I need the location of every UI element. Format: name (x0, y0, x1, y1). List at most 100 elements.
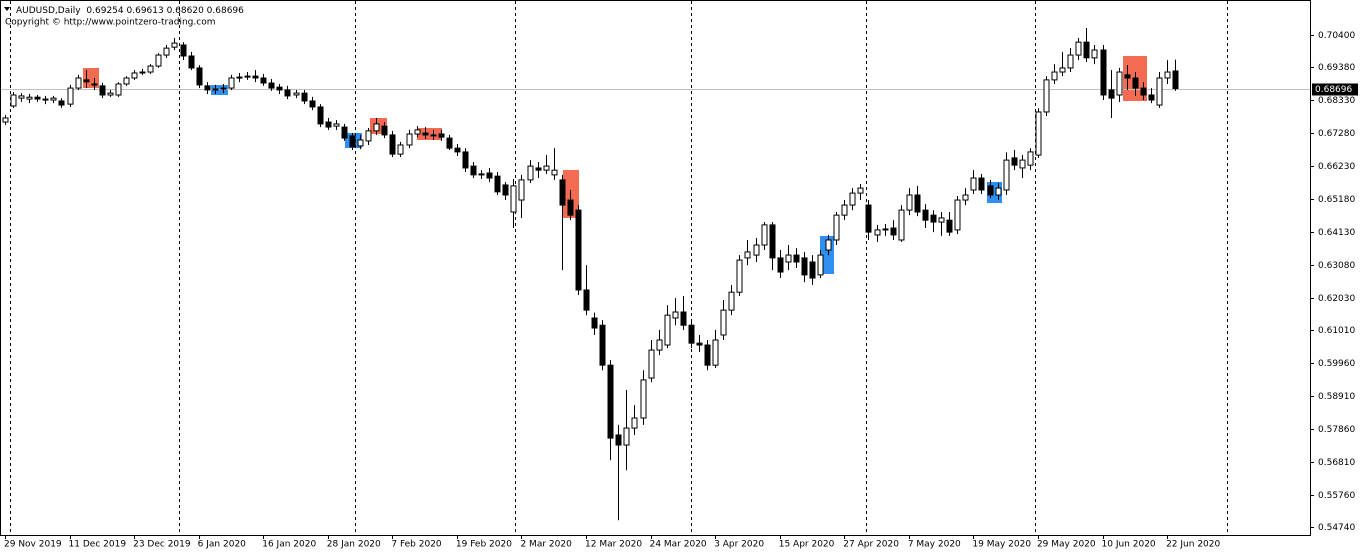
candle-body (446, 137, 453, 149)
y-tick-label: 0.67280 (1318, 129, 1355, 139)
candle-body (1075, 41, 1082, 56)
candle-body (1019, 159, 1026, 169)
candle-body (325, 121, 332, 128)
candle-body (139, 71, 146, 74)
candle-body (309, 100, 316, 108)
candle-body (978, 177, 985, 191)
candle-body (365, 130, 372, 142)
y-tick-label: 0.58910 (1318, 392, 1355, 402)
candle-body (397, 144, 404, 155)
candle-body (75, 77, 82, 89)
candle-body (1043, 79, 1050, 113)
candle-body (712, 339, 719, 366)
x-tick-label: 29 May 2020 (1037, 540, 1096, 550)
y-tick-label: 0.66230 (1318, 162, 1355, 172)
x-tick-label: 24 Mar 2020 (650, 540, 707, 550)
candle-body (228, 77, 235, 89)
candle-body (155, 54, 162, 67)
candle-body (857, 187, 864, 194)
candle-body (753, 244, 760, 256)
candle-body (623, 427, 630, 446)
x-tick-label: 7 May 2020 (908, 540, 961, 550)
candle-body (946, 219, 953, 233)
candle-body (761, 224, 768, 246)
candle-body (1124, 74, 1131, 79)
candle-body (244, 75, 251, 78)
candle-body (510, 185, 517, 213)
candle-body (874, 229, 881, 236)
candle-body (252, 75, 259, 79)
candle-body (793, 254, 800, 263)
candle-body (1156, 77, 1163, 106)
candle-body (470, 165, 477, 176)
candle-body (583, 289, 590, 311)
candle-body (373, 123, 380, 132)
x-tick-label: 7 Feb 2020 (391, 540, 442, 550)
highlight (417, 128, 442, 140)
candle-body (1083, 41, 1090, 59)
y-tick-label: 0.62030 (1318, 294, 1355, 304)
copyright: Copyright © http://www.pointzero-trading… (5, 18, 215, 28)
candle-body (115, 83, 122, 96)
candle-body (1051, 71, 1058, 81)
candle-body (341, 126, 348, 139)
x-tick-label: 3 Apr 2020 (714, 540, 764, 550)
candle-body (728, 291, 735, 311)
x-tick-label: 11 Dec 2019 (69, 540, 127, 550)
candle-body (333, 123, 340, 127)
candle-body (204, 85, 211, 91)
candle-body (777, 257, 784, 273)
y-tick-label: 0.69380 (1318, 63, 1355, 73)
x-tick-label: 15 Apr 2020 (779, 540, 835, 550)
candle-body (865, 204, 872, 233)
y-tick-label: 0.54740 (1318, 523, 1355, 533)
candle-body (995, 187, 1002, 196)
y-tick-label: 0.68330 (1318, 96, 1355, 106)
candle-body (599, 324, 606, 366)
candle-body (720, 309, 727, 336)
candle-body (276, 86, 283, 91)
candle-body (10, 94, 17, 107)
ohlc: 0.69254 0.69613 0.68620 0.68696 (86, 6, 244, 16)
candle-body (284, 89, 291, 97)
candle-body (83, 79, 90, 83)
x-tick-label: 16 Jan 2020 (262, 540, 316, 550)
y-tick-label: 0.64130 (1318, 228, 1355, 238)
candle-body (640, 379, 647, 419)
candle-body (648, 349, 655, 379)
x-tick-label: 27 Apr 2020 (843, 540, 899, 550)
candle-body (212, 88, 219, 91)
candle-body (938, 217, 945, 223)
candle-body (744, 251, 751, 259)
candle-body (801, 257, 808, 276)
candle-body (357, 139, 364, 147)
candle-body (631, 417, 638, 429)
candle-body (914, 194, 921, 213)
candle-body (607, 364, 614, 439)
candle-body (543, 165, 550, 171)
candle-body (2, 117, 9, 123)
price-label-bg (1312, 83, 1358, 96)
price-label: 0.68696 (1315, 85, 1352, 95)
candle-body (1059, 67, 1066, 73)
y-tick-label: 0.59960 (1318, 359, 1355, 369)
candle-body (1035, 111, 1042, 156)
candle-body (301, 92, 308, 102)
candle-body (147, 65, 154, 73)
candle-body (736, 259, 743, 293)
x-tick-label: 29 Nov 2019 (4, 540, 62, 550)
y-tick-label: 0.63080 (1318, 261, 1355, 271)
candle-body (575, 209, 582, 291)
candle-body (462, 151, 469, 169)
candle-body (535, 167, 542, 171)
candle-body (817, 254, 824, 276)
candle-body (478, 173, 485, 176)
candle-body (987, 185, 994, 196)
candle-body (1003, 159, 1010, 191)
candle-body (1132, 77, 1139, 89)
candle-body (559, 179, 566, 206)
candle-body (680, 311, 687, 326)
candle-body (91, 83, 98, 86)
candle-body (268, 82, 275, 89)
